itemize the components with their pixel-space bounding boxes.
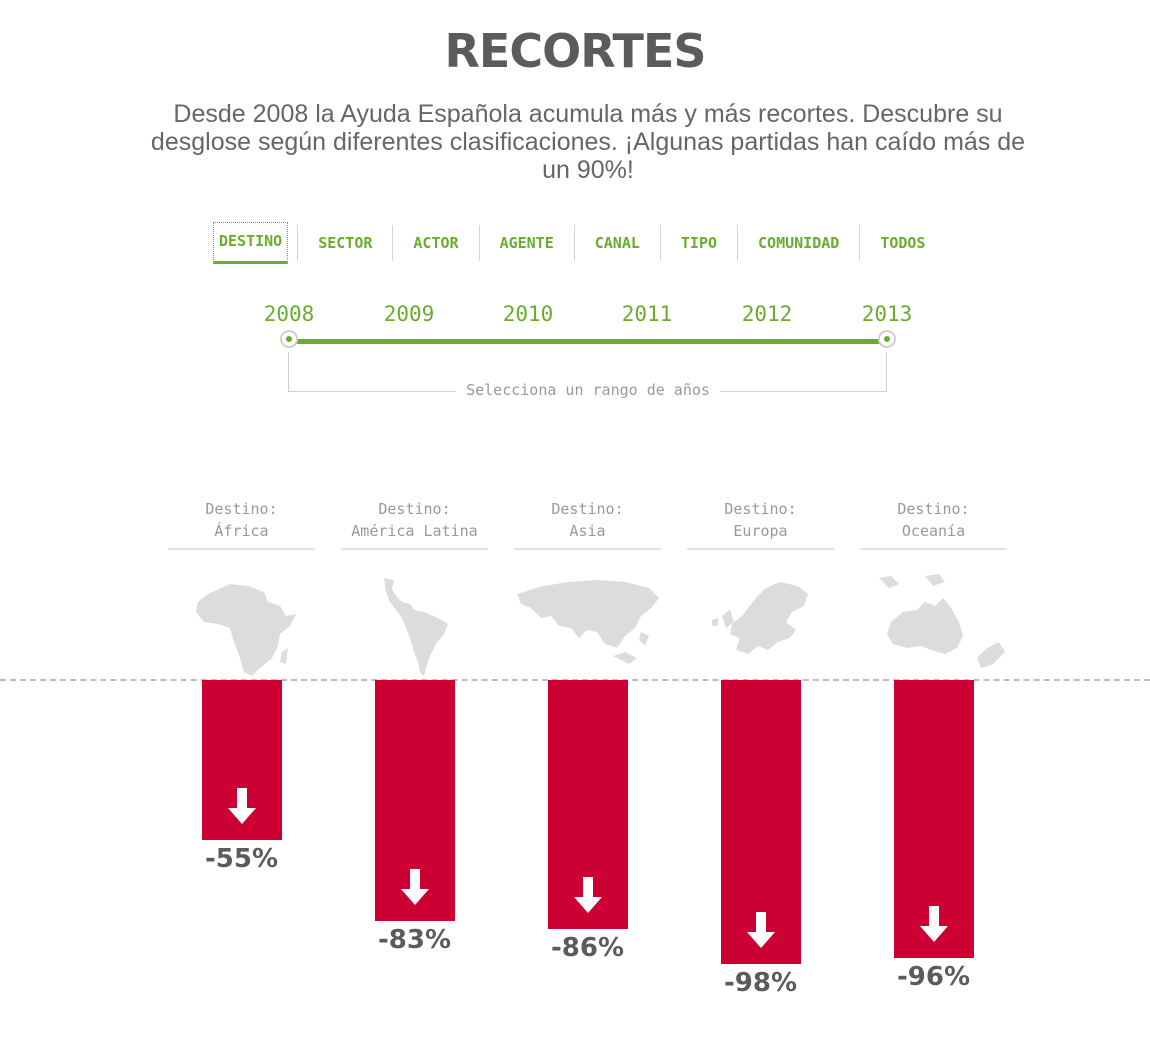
column-heading-label: Destino: [897,500,970,518]
column-region-name: Europa [733,522,788,540]
cut-bar-oceania[interactable] [893,680,974,959]
column-heading-america-latina: Destino: América Latina [341,498,488,550]
tab-todos[interactable]: TODOS [880,234,926,252]
column-heading-label: Destino: [205,500,278,518]
tab-canal[interactable]: CANAL [575,225,661,261]
asia-map-icon [517,580,659,664]
cut-percent-oceania: -96% [896,962,971,993]
year-range-track[interactable] [289,339,887,344]
year-label-2010[interactable]: 2010 [502,302,554,326]
column-heading-africa: Destino: África [168,498,315,550]
column-heading-label: Destino: [724,500,797,518]
cut-percent-africa: -55% [204,843,279,874]
tab-sector[interactable]: SECTOR [298,225,394,261]
cut-bar-europa[interactable] [720,680,801,965]
page-title: RECORTES [444,24,707,78]
intro-text: Desde 2008 la Ayuda Española acumula más… [150,100,1026,184]
range-hint: Selecciona un rango de años [0,380,1150,399]
column-region-name: Oceanía [901,522,966,540]
year-label-2011[interactable]: 2011 [621,302,673,326]
category-tabs: DESTINO SECTOR ACTOR AGENTE CANAL TIPO C… [205,222,945,264]
cut-percent-america-latina: -83% [377,924,452,955]
range-end-handle[interactable] [878,330,896,348]
tab-tipo[interactable]: TIPO [661,225,739,261]
tab-actor[interactable]: ACTOR [393,225,480,261]
down-arrow-icon [746,912,775,949]
column-heading-oceania: Destino: Oceanía [860,498,1007,550]
column-heading-europa: Destino: Europa [687,498,834,550]
latin-america-map-icon [384,578,448,676]
column-heading-label: Destino: [378,500,451,518]
europe-map-icon [712,582,808,654]
cut-percent-europa: -98% [723,968,798,999]
year-label-2008[interactable]: 2008 [263,302,315,326]
tab-comunidad[interactable]: COMUNIDAD [738,225,861,261]
cut-bar-america-latina[interactable] [374,680,455,921]
column-region-name: Asia [569,522,606,540]
down-arrow-icon [573,877,602,914]
column-heading-label: Destino: [551,500,624,518]
column-heading-asia: Destino: Asia [514,498,661,550]
tab-agente[interactable]: AGENTE [480,225,575,261]
down-arrow-icon [227,787,256,824]
column-region-name: América Latina [351,522,478,540]
year-label-2013[interactable]: 2013 [861,302,913,326]
down-arrow-icon [919,906,948,943]
oceania-map-icon [879,574,1005,668]
tab-divider [297,225,299,261]
year-label-2009[interactable]: 2009 [383,302,435,326]
cut-bar-africa[interactable] [201,680,282,840]
tab-destino[interactable]: DESTINO [213,222,289,264]
year-label-2012[interactable]: 2012 [741,302,793,326]
cut-percent-asia: -86% [550,933,625,964]
range-start-handle[interactable] [280,330,298,348]
column-region-name: África [214,522,269,540]
africa-map-icon [196,584,296,676]
down-arrow-icon [400,868,429,905]
range-hint-text: Selecciona un rango de años [456,381,720,399]
cut-bar-asia[interactable] [547,680,628,930]
